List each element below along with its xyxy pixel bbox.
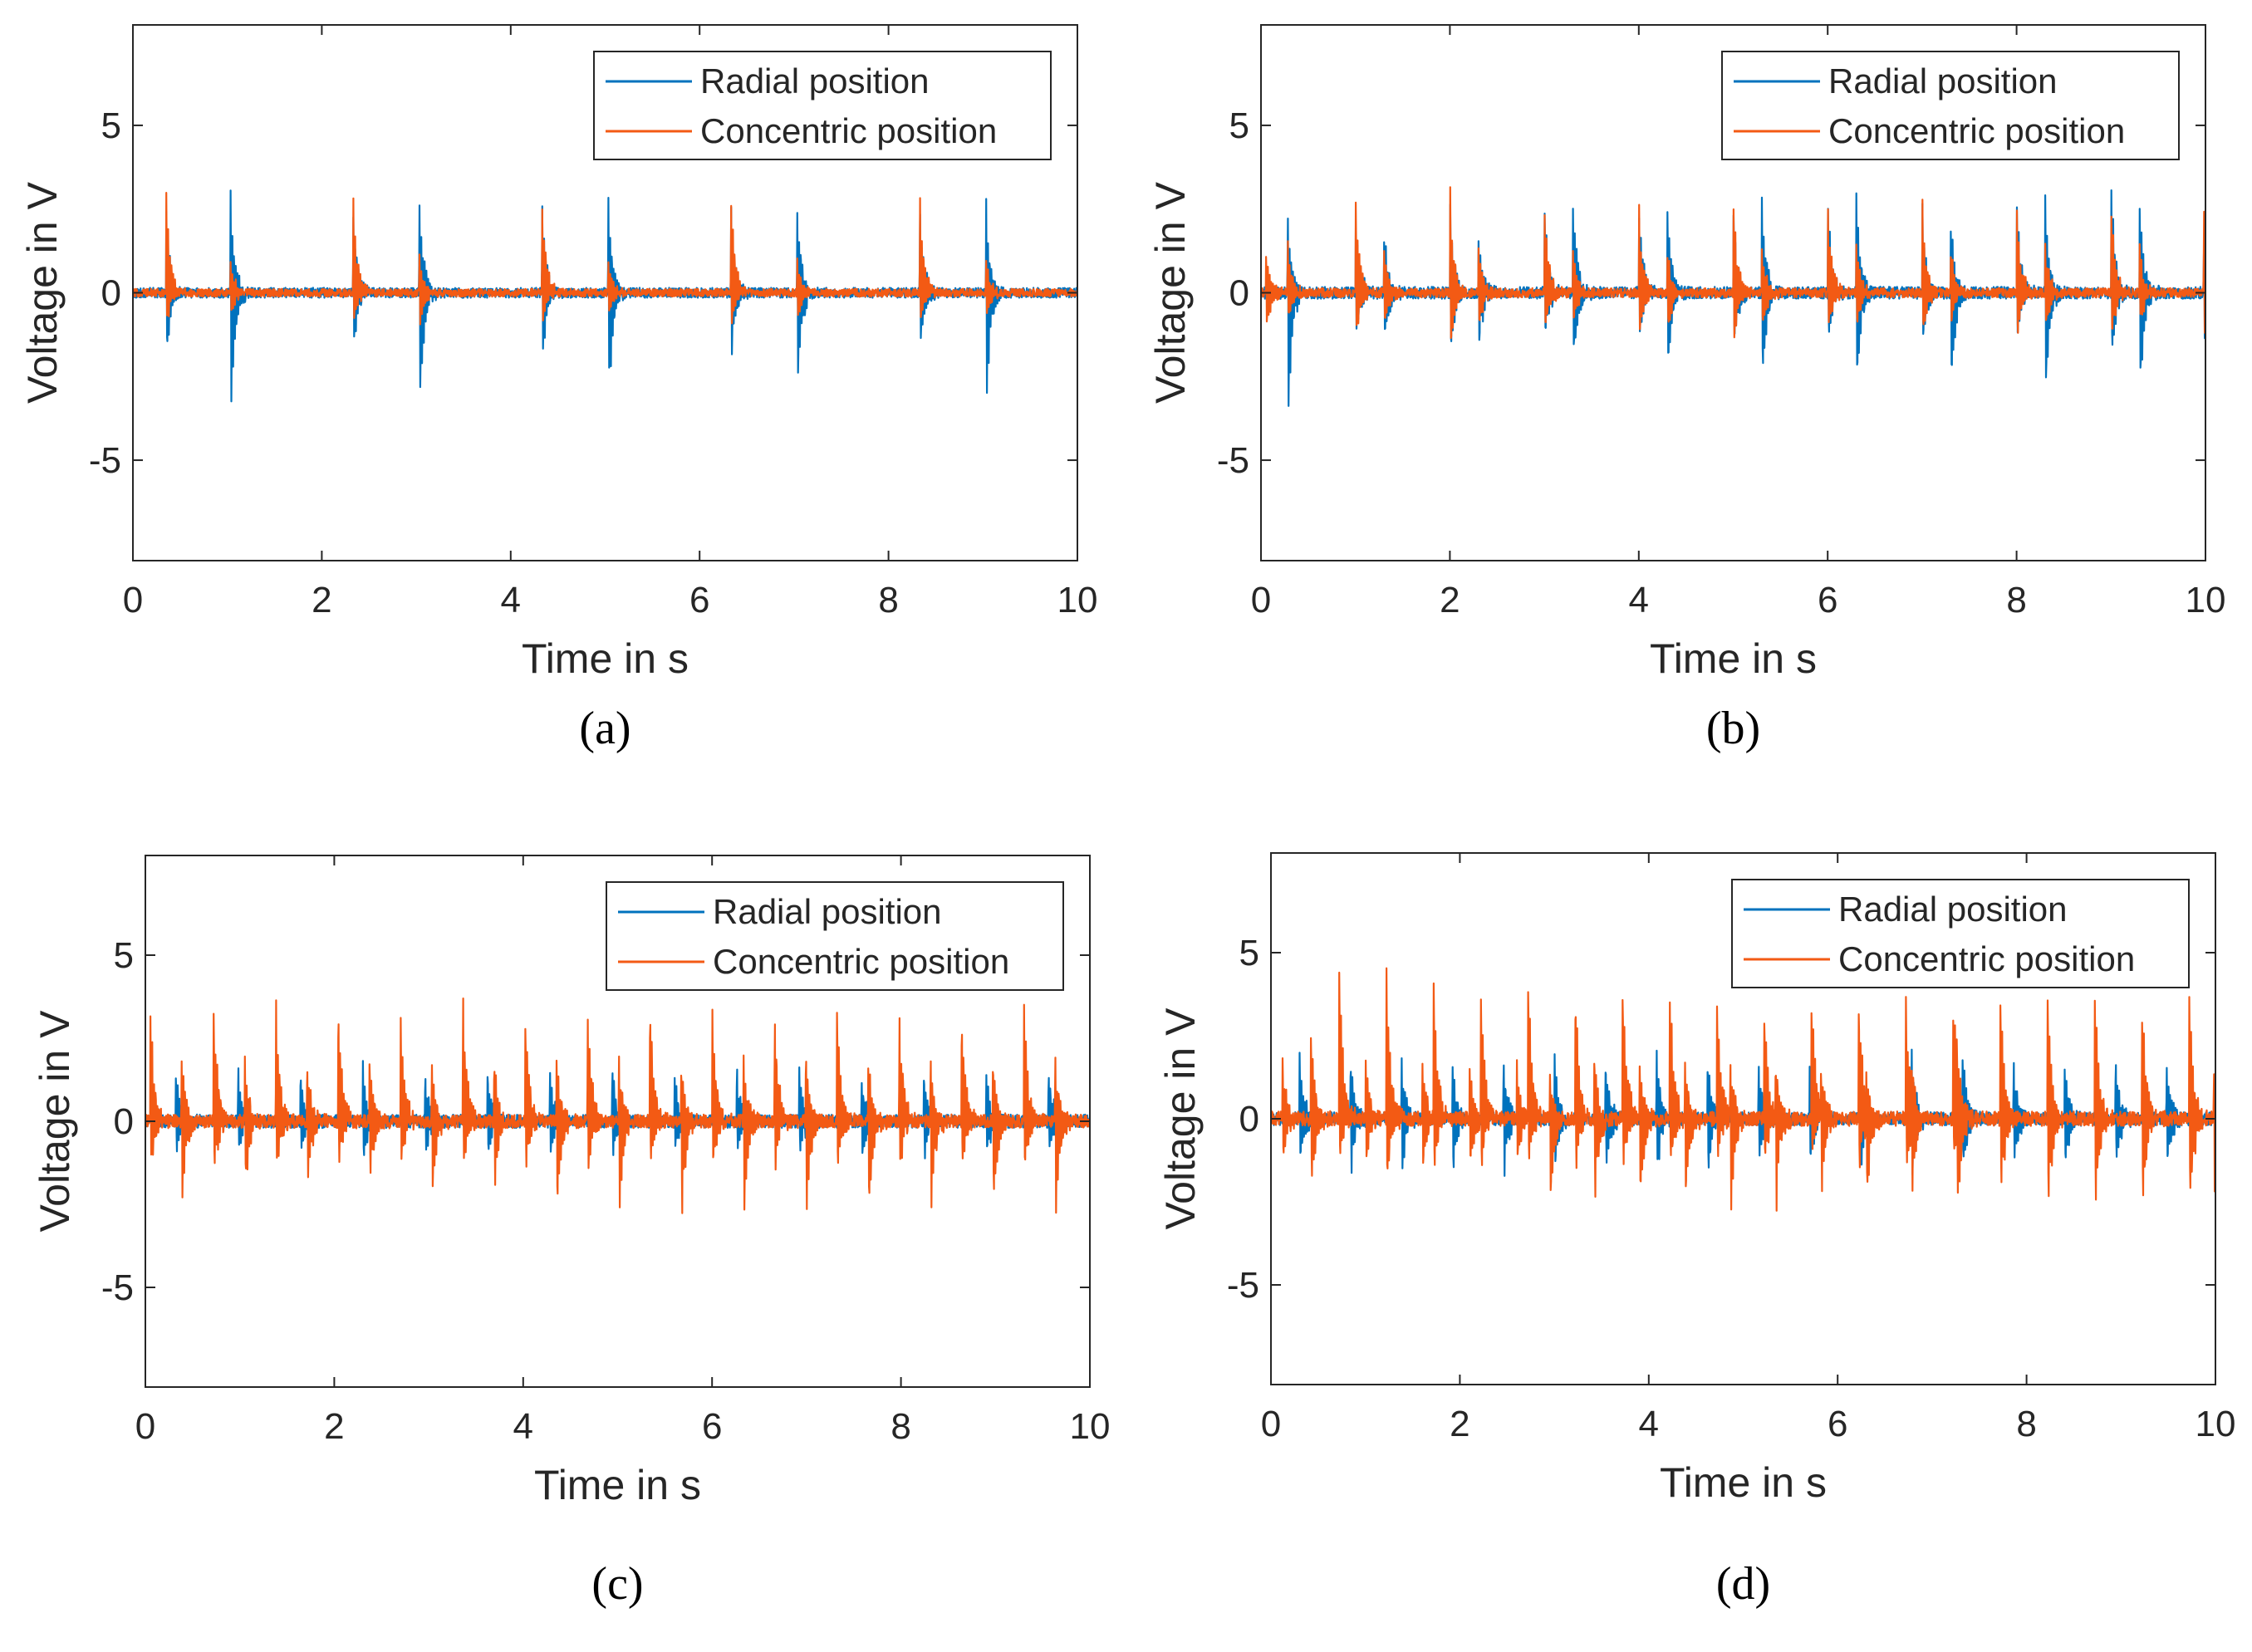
- x-tick-label: 4: [501, 580, 521, 620]
- x-tick-label: 10: [2196, 1404, 2236, 1444]
- y-tick-label: -5: [89, 440, 121, 481]
- chart-panel-c: 0 2 4 6 8 10 -5 0 5 Time in s Voltage in V Radial p…: [32, 855, 1110, 1610]
- series-line-concentric: [1261, 186, 2205, 340]
- legend-box: [1731, 879, 2190, 988]
- legend-entry: Radial position: [1828, 61, 2058, 100]
- x-tick-label: 4: [513, 1406, 533, 1447]
- x-tick-label: 0: [1261, 1404, 1281, 1444]
- y-axis-label: Voltage in V: [32, 1010, 78, 1233]
- series-line-concentric: [1271, 967, 2215, 1212]
- legend: Radial position Concentric position: [1721, 51, 2180, 160]
- x-axis-label: Time in s: [522, 635, 689, 682]
- x-tick-label: 8: [2006, 580, 2026, 620]
- panel-caption: (c): [591, 1558, 643, 1610]
- x-tick-label: 2: [1450, 1404, 1469, 1444]
- y-tick-label: -5: [1217, 440, 1249, 481]
- x-tick-label: 8: [2016, 1404, 2036, 1444]
- y-tick-label: 0: [114, 1101, 134, 1142]
- x-tick-label: 6: [702, 1406, 722, 1447]
- legend-box: [593, 51, 1052, 160]
- x-axis-label: Time in s: [534, 1462, 701, 1508]
- panel-caption: (a): [579, 703, 630, 754]
- y-tick-label: 0: [1229, 273, 1249, 314]
- x-tick-label: 8: [878, 580, 898, 620]
- y-tick-label: 0: [101, 273, 121, 314]
- chart-panel-b: 0 2 4 6 8 10 -5 0 5 Time in s Voltage in V Radial p…: [1147, 24, 2226, 754]
- legend-entry: Concentric position: [1828, 111, 2125, 150]
- chart-panel-d: 0 2 4 6 8 10 -5 0 5 Time in s Voltage in V Radial p…: [1157, 852, 2236, 1610]
- y-tick-label: 5: [101, 105, 121, 146]
- legend-box: [606, 881, 1064, 991]
- x-axis-label: Time in s: [1650, 635, 1817, 682]
- series-line-concentric: [133, 192, 1077, 326]
- y-tick-label: -5: [101, 1267, 134, 1308]
- y-axis-label: Voltage in V: [1157, 1007, 1204, 1230]
- x-tick-label: 10: [1070, 1406, 1111, 1447]
- x-tick-label: 2: [324, 1406, 344, 1447]
- x-tick-label: 6: [1828, 1404, 1847, 1444]
- y-tick-label: 5: [1239, 933, 1259, 973]
- legend-entry: Concentric position: [1838, 939, 2135, 978]
- legend: Radial position Concentric position: [1731, 879, 2190, 988]
- panel-caption: (d): [1716, 1558, 1770, 1610]
- panel-caption: (b): [1706, 703, 1760, 754]
- x-axis-label: Time in s: [1660, 1459, 1827, 1506]
- x-tick-label: 2: [1440, 580, 1460, 620]
- legend-entry: Radial position: [1838, 890, 2068, 929]
- legend-entry: Radial position: [700, 61, 930, 100]
- legend-entry: Radial position: [713, 892, 942, 931]
- x-tick-label: 0: [135, 1406, 155, 1447]
- legend: Radial position Concentric position: [593, 51, 1052, 160]
- x-tick-label: 4: [1639, 1404, 1659, 1444]
- y-tick-label: 0: [1239, 1099, 1259, 1140]
- x-tick-label: 8: [890, 1406, 910, 1447]
- legend-entry: Concentric position: [713, 942, 1009, 981]
- chart-panel-a: 0 2 4 6 8 10 -5 0 5 Time in s Voltage in V Radial p…: [19, 24, 1098, 754]
- legend-box: [1721, 51, 2180, 160]
- y-axis-label: Voltage in V: [1147, 181, 1194, 404]
- y-axis-label: Voltage in V: [19, 181, 66, 404]
- x-tick-label: 0: [123, 580, 143, 620]
- legend: Radial position Concentric position: [606, 881, 1064, 991]
- x-tick-label: 10: [2186, 580, 2226, 620]
- y-tick-label: 5: [1229, 105, 1249, 146]
- x-tick-label: 6: [689, 580, 709, 620]
- y-tick-label: 5: [114, 935, 134, 976]
- x-tick-label: 6: [1818, 580, 1837, 620]
- x-tick-label: 10: [1057, 580, 1098, 620]
- x-tick-label: 4: [1629, 580, 1649, 620]
- y-tick-label: -5: [1227, 1265, 1259, 1306]
- x-tick-label: 2: [312, 580, 331, 620]
- series-line-concentric: [145, 998, 1090, 1214]
- x-tick-label: 0: [1251, 580, 1271, 620]
- legend-entry: Concentric position: [700, 111, 997, 150]
